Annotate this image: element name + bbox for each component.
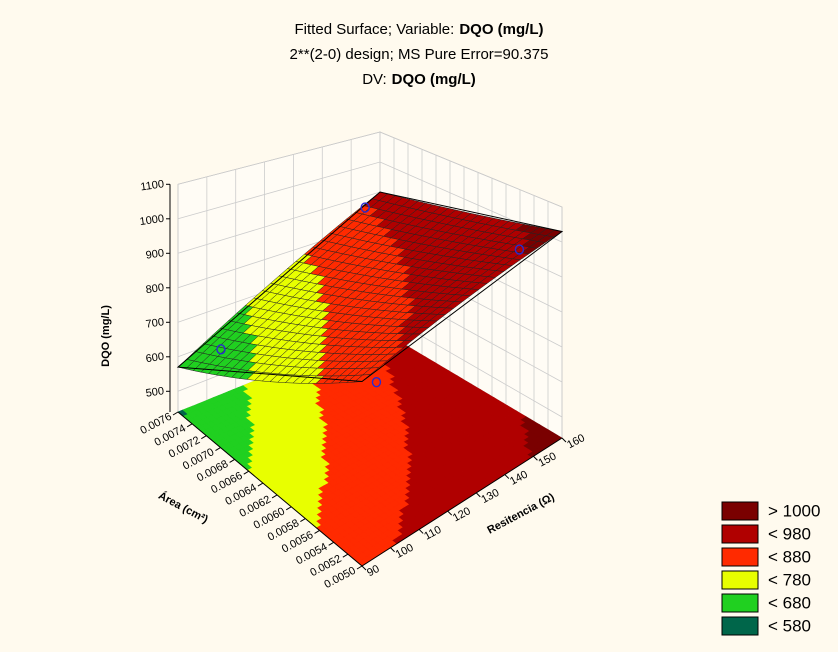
x-tick	[475, 492, 481, 498]
y-tick	[257, 482, 264, 487]
legend-label: < 680	[768, 593, 811, 612]
legend-swatch	[721, 616, 759, 636]
x-tick	[418, 529, 424, 534]
z-tick-label: 800	[145, 282, 165, 296]
z-tick-label: 700	[145, 316, 165, 330]
legend-swatch	[721, 547, 759, 567]
y-tick	[271, 494, 278, 499]
z-axis-title: DQO (mg/L)	[100, 305, 112, 367]
x-tick	[390, 547, 395, 553]
y-tick	[201, 435, 207, 440]
z-tick-label: 500	[145, 385, 165, 399]
x-tick-label: 90	[365, 563, 381, 579]
y-tick	[314, 530, 320, 534]
x-tick	[533, 455, 538, 461]
y-tick	[300, 518, 306, 523]
plot-area: 500600700800900100011000.00500.00520.005…	[100, 131, 587, 591]
chart-title: Fitted Surface; Variable: DQO (mg/L)	[295, 21, 544, 38]
x-tick	[361, 565, 367, 571]
dv-label: DV:	[362, 71, 386, 88]
y-tick	[342, 553, 349, 558]
design-point	[514, 244, 525, 255]
z-tick-label: 600	[145, 351, 165, 365]
design-point	[360, 202, 370, 213]
y-tick	[243, 470, 250, 475]
z-tick-label: 1000	[139, 213, 165, 228]
legend-swatch	[721, 593, 759, 613]
x-tick	[561, 437, 567, 443]
surface-mesh	[177, 191, 563, 384]
y-tick	[172, 411, 179, 416]
legend-label: < 880	[768, 547, 811, 566]
y-tick	[229, 458, 235, 463]
legend-swatch	[721, 501, 759, 521]
legend-swatch	[721, 524, 759, 544]
dv-line: DV: DQO (mg/L)	[362, 71, 476, 88]
title-text: Fitted Surface; Variable:	[295, 21, 455, 38]
surface	[176, 191, 564, 383]
legend-label: < 580	[768, 616, 811, 635]
legend-label: < 780	[768, 570, 811, 589]
design-point	[371, 377, 382, 388]
legend-label: > 1000	[768, 501, 820, 520]
z-tick-label: 900	[145, 247, 165, 261]
x-tick	[447, 510, 453, 516]
y-tick	[215, 447, 221, 451]
z-tick-label: 1100	[140, 178, 165, 193]
dv-value: DQO (mg/L)	[392, 71, 476, 88]
title-variable: DQO (mg/L)	[459, 21, 543, 38]
y-tick	[285, 506, 292, 511]
x-tick	[504, 474, 510, 479]
floor-contour	[177, 329, 563, 567]
legend-swatch	[721, 570, 759, 590]
y-tick	[328, 541, 334, 546]
y-tick	[356, 565, 363, 570]
legend-label: < 980	[768, 524, 811, 543]
design-point	[216, 344, 226, 355]
chart-subtitle: 2**(2-0) design; MS Pure Error=90.375	[290, 46, 549, 63]
y-tick	[186, 423, 193, 428]
